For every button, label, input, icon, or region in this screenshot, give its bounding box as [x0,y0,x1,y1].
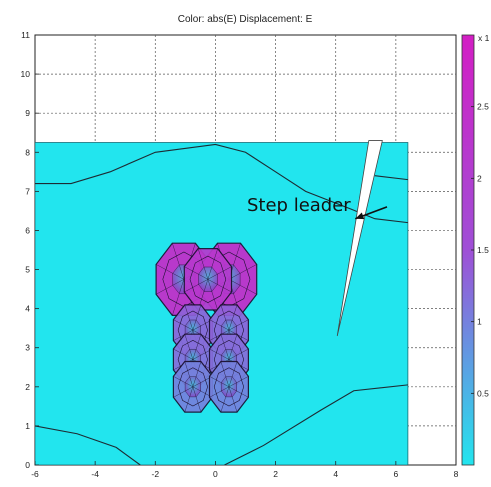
electrode-mesh-spoke [228,386,238,413]
x-tick-label: 6 [393,469,398,479]
y-tick-label: 3 [25,343,30,353]
x-tick-label: -4 [91,469,99,479]
y-tick-label: 5 [25,265,30,275]
electrode-mesh-spoke [220,386,230,413]
electrode-mesh-spoke [228,319,249,331]
electrode-mesh-spoke [155,264,184,280]
electrode-mesh-spoke [228,264,257,280]
electrode-mesh-spoke [184,386,194,413]
electrode-mesh [213,367,245,407]
y-axis-ticks: 0 1 2 3 4 5 6 7 8 9 10 11 [21,30,39,470]
annotation-label: Step leader [247,195,351,216]
electrode-mesh-spoke [228,329,249,341]
electrode-mesh-spoke [228,386,249,398]
y-tick-label: 0 [25,460,30,470]
electrode-mesh-spoke [173,386,193,398]
electrode-mesh-spoke [220,334,230,360]
electrode-mesh-spoke [207,248,218,280]
annotation-arrowhead [355,212,365,220]
electrode-mesh-spoke [228,348,249,360]
electrode-mesh-spoke [155,279,184,295]
electrode-mesh-spoke [209,348,230,360]
colorbar-tick-label: 2 [477,173,482,183]
electrode-mesh [189,255,227,303]
electrode-mesh-spoke [184,334,194,360]
y-tick-label: 11 [21,30,30,40]
electrode-mesh-spoke [228,376,249,387]
electrode-mesh-spoke [220,361,230,387]
colorbar-tick-label: 0.5 [477,388,489,398]
y-tick-label: 8 [25,147,30,157]
y-tick-label: 2 [25,382,30,392]
x-axis-ticks: -6 -4 -2 0 2 4 6 8 [31,461,459,479]
electrode-mesh-spoke [173,319,193,331]
colorbar-tick-label: 2.5 [477,102,489,112]
electrode-mesh [177,367,208,407]
y-tick-label: 4 [25,304,30,314]
electrode-mesh-spoke [209,319,230,331]
annotation-group: Step leader [247,195,388,220]
x-tick-label: 8 [454,469,459,479]
electrode-mesh-spoke [184,279,209,293]
electrode-mesh-spoke [172,243,185,280]
electrode-mesh-spoke [209,376,230,387]
x-tick-label: -2 [152,469,160,479]
x-tick-label: 2 [273,469,278,479]
contour-line-lower-left [35,425,141,465]
colorbar-exponent: x 1 [478,33,490,43]
electrode-mesh-spoke [173,348,193,360]
electrode-mesh-spoke [207,279,232,293]
electrode-mesh-spoke [184,361,194,387]
electrode-mesh-spoke [228,304,238,331]
electrode-mesh-spoke [184,266,209,280]
electrode-mesh-spoke [192,361,202,387]
electrode-mesh-spoke [228,279,257,295]
electrode-mesh-spoke [228,334,238,360]
electrode-mesh-spoke [192,334,202,360]
colorbar-tick-label: 1.5 [477,245,489,255]
x-tick-label: -6 [31,469,39,479]
electrode-mesh-spoke [207,279,218,311]
step-leader-channel [336,140,383,337]
electrode-mesh-spoke [173,376,193,387]
y-tick-label: 1 [25,421,30,431]
electrode-mesh-spoke [209,329,230,341]
x-tick-label: 4 [333,469,338,479]
contour-line-right-upper [374,175,408,181]
y-tick-label: 6 [25,225,30,235]
x-tick-label: 0 [213,469,218,479]
electrode-mesh-spoke [184,304,194,331]
electrode-mesh-spoke [228,361,238,387]
electrode-mesh-spoke [197,248,209,280]
chart-title: Color: abs(E) Displacement: E [178,14,313,25]
step-leader-gap [336,140,383,337]
electrode-mesh-spoke [192,386,202,413]
electrode-mesh-spoke [192,304,202,331]
y-tick-label: 10 [21,69,31,79]
colorbar-tick-label: 1 [477,317,482,327]
electrode-mesh-spoke [220,304,230,331]
colorbar-ticks: 0.5 1 1.5 2 2.5 [471,102,489,398]
contour-line-lower-right [224,384,408,465]
y-tick-label: 7 [25,186,30,196]
electrode-mesh-spoke [172,279,185,316]
electrode-cluster [155,242,258,413]
y-tick-label: 9 [25,108,30,118]
electrode-mesh-spoke [209,386,230,398]
electrode-mesh-spoke [207,266,232,280]
